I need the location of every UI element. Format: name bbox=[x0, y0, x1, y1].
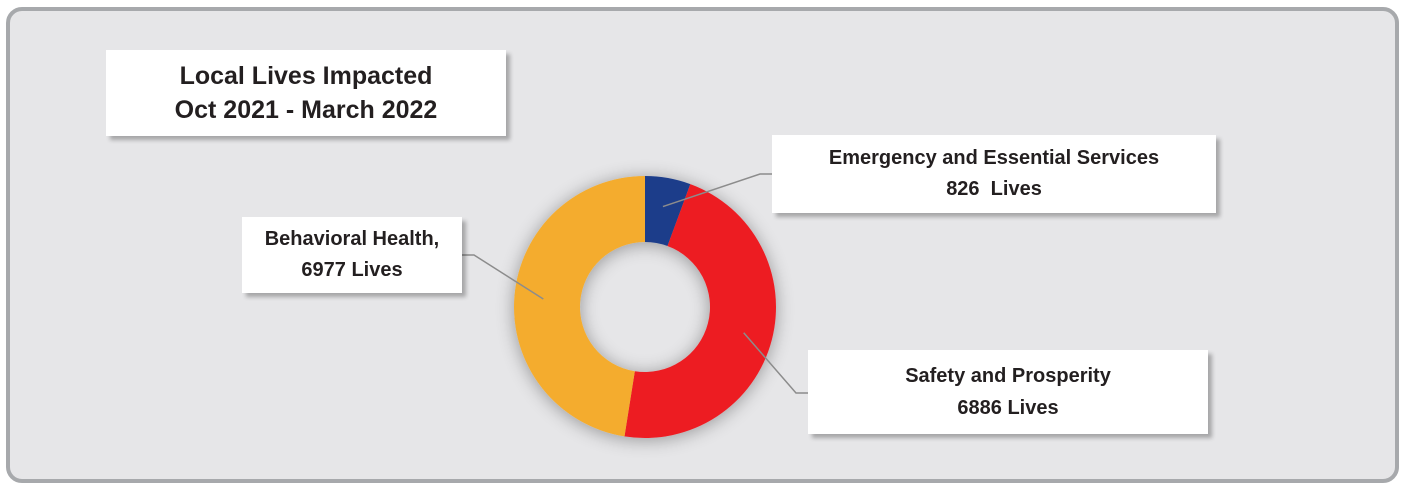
chart-title-line-2: Oct 2021 - March 2022 bbox=[174, 96, 438, 124]
leader-lines bbox=[462, 173, 808, 394]
donut-slices bbox=[513, 176, 777, 439]
slice-behavioral bbox=[513, 176, 645, 437]
data-label-behavioral-value: 6977 Lives bbox=[301, 259, 403, 281]
chart-title: Local Lives Impacted Oct 2021 - March 20… bbox=[106, 50, 506, 136]
slice-emergency bbox=[645, 176, 691, 247]
data-label-emergency-name: Emergency and Essential Services bbox=[828, 147, 1160, 169]
data-label-emergency-value: 826 Lives bbox=[946, 178, 1042, 200]
data-label-behavioral: Behavioral Health, 6977 Lives bbox=[242, 217, 462, 293]
data-label-emergency: Emergency and Essential Services 826 Liv… bbox=[772, 135, 1216, 213]
chart-title-line-1: Local Lives Impacted bbox=[179, 62, 433, 90]
data-label-safety: Safety and Prosperity 6886 Lives bbox=[808, 350, 1208, 434]
leader-line-behavioral bbox=[462, 254, 544, 300]
leader-line-emergency bbox=[662, 173, 772, 208]
slice-safety bbox=[624, 184, 777, 439]
leader-line-safety bbox=[743, 332, 808, 394]
data-label-safety-value: 6886 Lives bbox=[957, 397, 1059, 419]
data-label-safety-name: Safety and Prosperity bbox=[905, 365, 1111, 387]
data-label-behavioral-name: Behavioral Health, bbox=[264, 228, 440, 250]
